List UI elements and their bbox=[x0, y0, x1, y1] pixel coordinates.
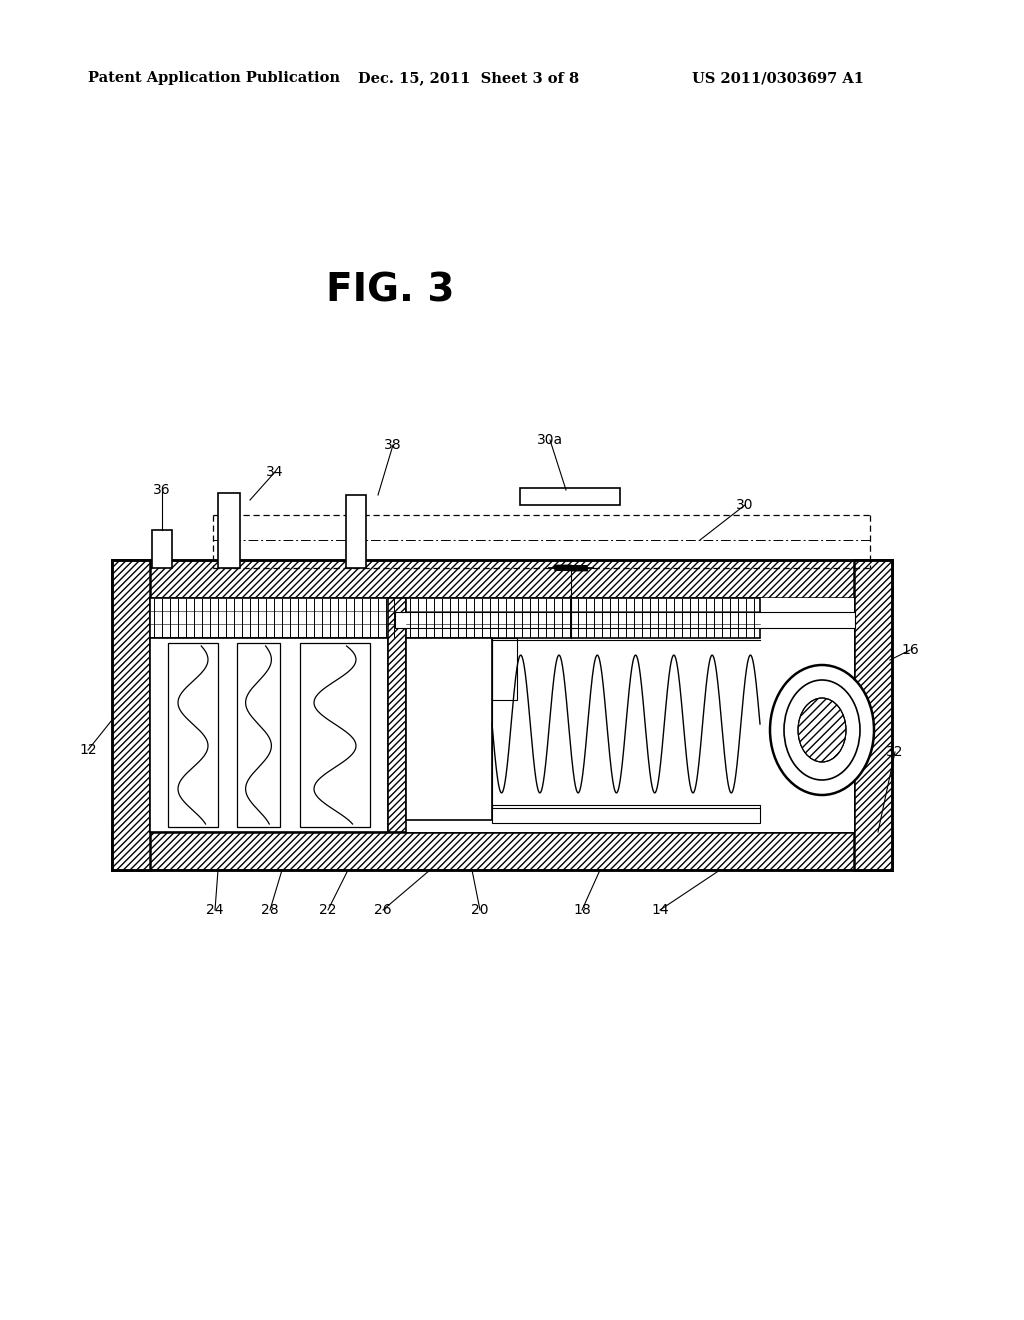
Text: 22: 22 bbox=[319, 903, 337, 917]
Text: 32: 32 bbox=[886, 744, 904, 759]
Bar bbox=[520, 488, 620, 506]
Bar bbox=[112, 560, 892, 598]
Bar bbox=[395, 612, 855, 628]
Bar bbox=[237, 643, 280, 828]
Text: FIG. 3: FIG. 3 bbox=[326, 271, 455, 309]
Text: 30: 30 bbox=[736, 498, 754, 512]
Text: Patent Application Publication: Patent Application Publication bbox=[88, 71, 340, 84]
Bar bbox=[854, 560, 892, 870]
Bar bbox=[492, 805, 760, 822]
Bar bbox=[346, 495, 366, 568]
Text: US 2011/0303697 A1: US 2011/0303697 A1 bbox=[692, 71, 864, 84]
Text: Dec. 15, 2011  Sheet 3 of 8: Dec. 15, 2011 Sheet 3 of 8 bbox=[358, 71, 580, 84]
Text: 16: 16 bbox=[901, 643, 919, 657]
Bar bbox=[168, 643, 218, 828]
Text: 26: 26 bbox=[374, 903, 392, 917]
Bar bbox=[218, 492, 240, 568]
Bar bbox=[492, 638, 517, 700]
Bar bbox=[152, 531, 172, 568]
Bar bbox=[300, 643, 370, 828]
Text: 24: 24 bbox=[206, 903, 224, 917]
Bar bbox=[406, 598, 760, 638]
Ellipse shape bbox=[770, 665, 874, 795]
Text: 36: 36 bbox=[154, 483, 171, 498]
Ellipse shape bbox=[798, 698, 846, 762]
Text: 38: 38 bbox=[384, 438, 401, 451]
Bar bbox=[112, 832, 892, 870]
Text: 20: 20 bbox=[471, 903, 488, 917]
Bar bbox=[112, 560, 150, 870]
Bar bbox=[150, 598, 395, 638]
Ellipse shape bbox=[784, 680, 860, 780]
Text: 12: 12 bbox=[79, 743, 97, 756]
Text: 14: 14 bbox=[651, 903, 669, 917]
Bar bbox=[150, 638, 388, 832]
Text: 30a: 30a bbox=[537, 433, 563, 447]
Text: 34: 34 bbox=[266, 465, 284, 479]
Bar bbox=[388, 598, 406, 832]
Bar bbox=[150, 598, 854, 832]
Bar bbox=[406, 638, 492, 820]
Text: 18: 18 bbox=[573, 903, 591, 917]
Text: 28: 28 bbox=[261, 903, 279, 917]
